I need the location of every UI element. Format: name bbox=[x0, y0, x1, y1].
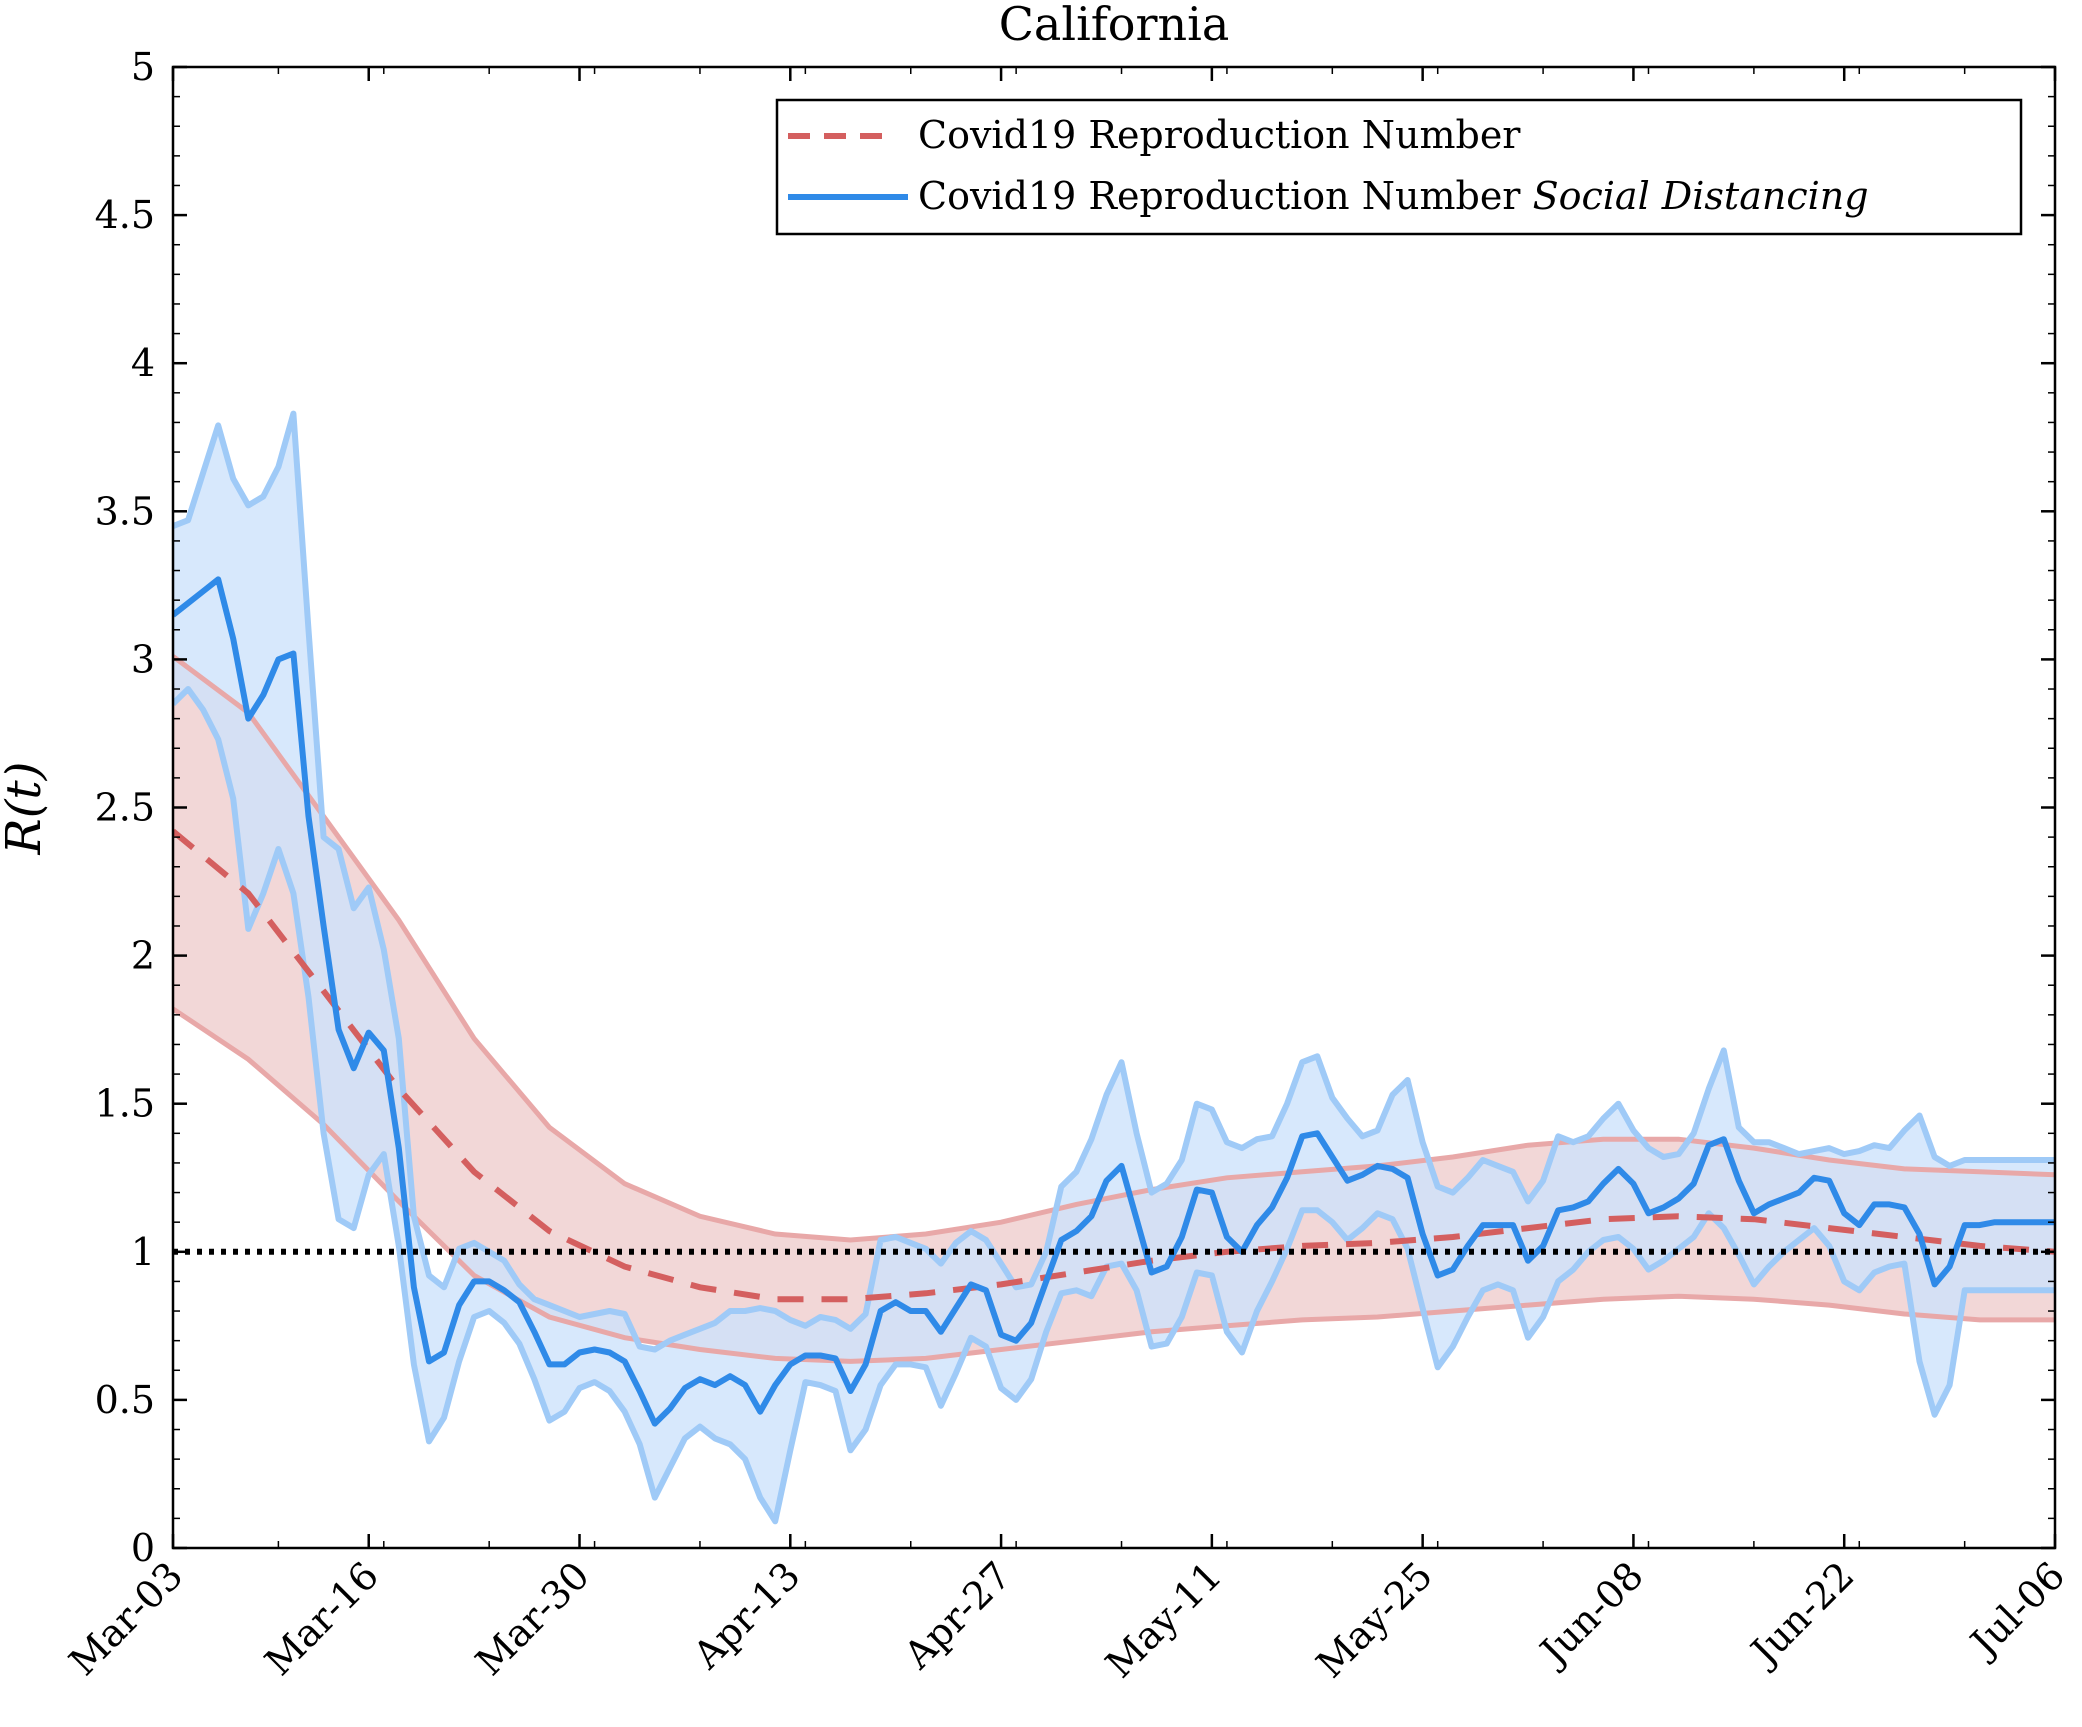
x-tick-label: Mar-16 bbox=[256, 1553, 387, 1684]
x-tick-label: Mar-03 bbox=[61, 1553, 192, 1684]
y-tick-label: 5 bbox=[131, 45, 155, 89]
x-tick-label: Apr-13 bbox=[684, 1553, 809, 1678]
lower-bound-social-distancing bbox=[173, 686, 2055, 1525]
upper-bound-reproduction-number bbox=[173, 654, 2055, 1243]
y-tick-label: 1.5 bbox=[95, 1082, 155, 1126]
legend-box bbox=[775, 98, 2023, 236]
x-tick-label: Mar-30 bbox=[467, 1553, 598, 1684]
legend-label-2-text: Covid19 Reproduction Number bbox=[918, 174, 1533, 218]
y-tick-label: 0.5 bbox=[95, 1378, 155, 1422]
y-axis-label: R(t) bbox=[0, 762, 52, 856]
legend: Covid19 Reproduction Number Covid19 Repr… bbox=[775, 98, 2023, 236]
y-tick-label: 2 bbox=[131, 934, 155, 978]
x-tick-label: May-25 bbox=[1308, 1553, 1441, 1686]
line-social-distancing bbox=[173, 576, 2055, 1427]
band-social-distancing bbox=[173, 413, 2055, 1522]
legend-label-1-text: Covid19 Reproduction Number bbox=[918, 113, 1521, 157]
legend-label-2-italic: Social Distancing bbox=[1533, 174, 1869, 218]
y-tick-label: 3 bbox=[131, 637, 155, 681]
x-tick-label: May-11 bbox=[1097, 1553, 1230, 1686]
y-tick-label: 1 bbox=[131, 1230, 155, 1274]
chart-title: California bbox=[999, 0, 1230, 51]
y-tick-label: 4.5 bbox=[95, 193, 155, 237]
confidence-bands bbox=[173, 413, 2055, 1522]
legend-label-reproduction-number: Covid19 Reproduction Number bbox=[918, 113, 1521, 157]
x-tick-label: Jun-08 bbox=[1529, 1553, 1652, 1676]
y-tick-label: 0 bbox=[131, 1526, 155, 1570]
x-tick-label: Jul-06 bbox=[1959, 1553, 2073, 1667]
x-tick-label: Apr-27 bbox=[895, 1553, 1020, 1678]
y-axis-ticks: 0 0.5 1 1.5 2 2.5 3 3.5 4 4.5 5 bbox=[95, 45, 2055, 1570]
y-tick-label: 4 bbox=[131, 341, 155, 385]
y-tick-label: 2.5 bbox=[95, 786, 155, 830]
y-tick-label: 3.5 bbox=[95, 489, 155, 533]
legend-label-social-distancing: Covid19 Reproduction Number Social Dista… bbox=[918, 174, 1869, 218]
line-reproduction-number bbox=[173, 828, 2055, 1303]
x-tick-label: Jun-22 bbox=[1740, 1553, 1863, 1676]
